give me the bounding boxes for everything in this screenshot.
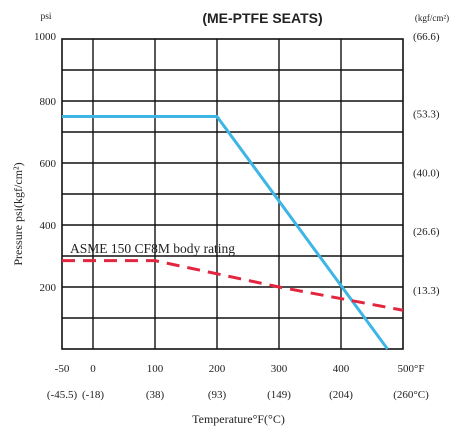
- series-line-asme-rating: [62, 259, 404, 312]
- chart-title: (ME-PTFE SEATS): [202, 10, 322, 26]
- y-tick-label-right: (40.0): [413, 167, 440, 179]
- x-tick-label-c: (260°C): [393, 389, 429, 401]
- y-tick-label-right: (53.3): [413, 108, 440, 120]
- x-tick-label-f: 100: [147, 363, 164, 375]
- y-tick-label-left: 800: [40, 96, 57, 108]
- y-unit-left: psi: [40, 12, 51, 22]
- y-tick-label-right: (13.3): [413, 285, 440, 297]
- y-tick-label-right: (66.6): [413, 31, 440, 43]
- y-tick-label-left: 1000: [34, 31, 57, 43]
- y-unit-right: (kgf/cm²): [415, 13, 449, 23]
- y-tick-label-left: 200: [40, 282, 57, 294]
- x-tick-label-f: 500°F: [397, 363, 424, 375]
- y-tick-label-left: 600: [40, 158, 57, 170]
- x-tick-label-c: (204): [329, 389, 353, 401]
- x-tick-label-f: 0: [90, 363, 96, 375]
- y-axis-title: Pressure psi(kgf/cm²): [11, 162, 25, 265]
- x-tick-label-f: 300: [271, 363, 288, 375]
- x-tick-label-c: (-45.5): [47, 389, 78, 401]
- x-tick-label-c: (38): [146, 389, 165, 401]
- y-tick-label-left: 400: [40, 220, 57, 232]
- y-tick-label-right: (26.6): [413, 226, 440, 238]
- x-axis-title: Temperature°F(°C): [192, 412, 285, 426]
- x-tick-label-c: (93): [208, 389, 227, 401]
- series-label-asme: ASME 150 CF8M body rating: [70, 241, 235, 256]
- x-tick-label-f: 400: [333, 363, 350, 375]
- x-tick-label-c: (-18): [82, 389, 104, 401]
- series-line-seat-rating: [62, 115, 389, 350]
- x-tick-label-f: -50: [55, 363, 70, 375]
- x-tick-label-c: (149): [267, 389, 291, 401]
- x-tick-label-f: 200: [209, 363, 226, 375]
